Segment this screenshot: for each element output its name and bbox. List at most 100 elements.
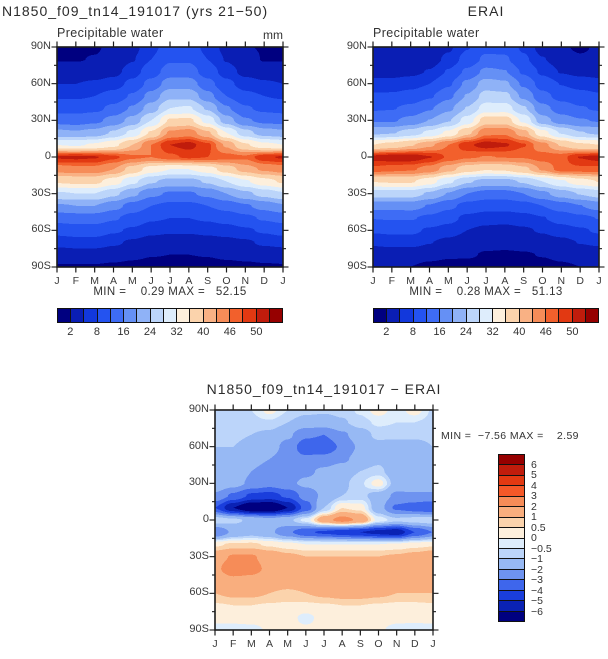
colorbar-tick-label: 8: [93, 326, 100, 338]
lat-axis-label: 60N: [188, 439, 209, 452]
colorbar-tick-label: 6: [531, 458, 537, 471]
erai-minmax-label: MIN = 0.28 MAX = 51.13: [409, 286, 563, 298]
month-axis-label: D: [260, 275, 268, 287]
difference-minmax-label: MIN = −7.56 MAX = 2.59: [441, 430, 579, 442]
colorbar-segment: [412, 308, 427, 323]
model-colorbar-labels: 2 8 16 24 32 40 46 50: [57, 326, 283, 340]
colorbar-segment: [202, 308, 217, 323]
colorbar-segment: [518, 308, 533, 323]
month-axis-label: F: [388, 275, 396, 287]
colorbar-tick-label: 32: [170, 326, 183, 338]
difference-field-image: [215, 410, 433, 630]
difference-colorbar: [498, 454, 525, 622]
month-axis-label: M: [443, 275, 453, 287]
lat-axis-label: 60N: [30, 76, 51, 89]
colorbar-tick-label: −6: [531, 605, 543, 618]
colorbar-tick-label: 46: [223, 326, 236, 338]
colorbar-tick-label: 16: [117, 326, 130, 338]
colorbar-segment: [149, 308, 164, 323]
colorbar-segment: [531, 308, 547, 323]
colorbar-tick-label: −2: [531, 563, 543, 576]
erai-colorbar-labels: 2 8 16 24 32 40 46 50: [373, 326, 599, 340]
lat-axis-label: 60S: [189, 586, 209, 599]
month-axis-label: N: [392, 638, 401, 650]
month-axis-label: A: [185, 275, 193, 287]
colorbar-tick-label: −1: [531, 553, 543, 565]
colorbar-segment: [123, 308, 138, 323]
month-axis-label: M: [127, 275, 137, 287]
colorbar-tick-label: −4: [531, 584, 543, 597]
model-minmax-label: MIN = 0.29 MAX = 52.15: [93, 286, 247, 298]
colorbar-segment: [83, 308, 98, 323]
month-axis-label: M: [90, 275, 100, 287]
colorbar-segment: [452, 308, 467, 323]
month-axis-label: S: [520, 275, 528, 287]
model-colorbar: [57, 308, 283, 323]
colorbar-segment: [268, 308, 283, 323]
erai-field-image: [373, 47, 599, 267]
colorbar-tick-label: 8: [409, 326, 416, 338]
month-axis-label: M: [406, 275, 416, 287]
colorbar-segment: [505, 308, 520, 323]
colorbar-segment: [215, 308, 231, 323]
erai-panel-subtitle: Precipitable water: [373, 26, 480, 40]
month-axis-label: N: [557, 275, 566, 287]
month-axis-label: O: [538, 275, 547, 287]
colorbar-tick-label: 40: [513, 326, 526, 338]
colorbar-tick-label: 4: [531, 479, 537, 492]
model-field-image: [57, 47, 283, 267]
month-axis-label: F: [229, 638, 237, 650]
lat-axis-label: 30S: [347, 186, 367, 199]
colorbar-segment: [162, 308, 178, 323]
lat-axis-label: 30N: [346, 113, 367, 126]
colorbar-tick-label: 16: [433, 326, 446, 338]
lat-axis-label: 0: [360, 150, 367, 162]
lat-axis-label: 30N: [188, 476, 209, 489]
month-axis-label: J: [483, 275, 489, 287]
lat-axis-label: 0: [202, 513, 209, 525]
colorbar-tick-label: 3: [531, 490, 537, 502]
colorbar-tick-label: 32: [486, 326, 499, 338]
colorbar-tick-label: 40: [197, 326, 210, 338]
colorbar-tick-label: −0.5: [531, 542, 552, 555]
lat-axis-label: 60S: [347, 223, 367, 236]
month-axis-label: F: [72, 275, 80, 287]
colorbar-tick-label: 0: [531, 532, 537, 544]
month-axis-label: J: [303, 638, 309, 650]
colorbar-segment: [558, 308, 573, 323]
lat-axis-label: 60N: [346, 76, 367, 89]
difference-contour-plot: 90N 60N 30N 0 30S 60S 90S J F M A M J J A S O N D J: [189, 403, 439, 650]
lat-axis-label: 90N: [30, 40, 51, 52]
colorbar-segment: [57, 308, 72, 323]
difference-panel-title: N1850_f09_tn14_191017 − ERAI: [206, 381, 442, 397]
erai-colorbar: [373, 308, 599, 323]
lat-axis-label: 0: [44, 150, 51, 162]
colorbar-tick-label: 1: [531, 511, 537, 523]
lat-axis-label: 90N: [346, 40, 367, 52]
colorbar-segment: [70, 308, 85, 323]
colorbar-segment: [373, 308, 388, 323]
model-contour-plot: 90N 60N 30N 0 30S 60S 90S J F M A M J J A S O N D J: [31, 40, 289, 287]
colorbar-tick-label: 50: [250, 326, 263, 338]
month-axis-label: S: [356, 638, 364, 650]
colorbar-segment: [439, 308, 454, 323]
colorbar-segment: [386, 308, 401, 323]
colorbar-segment: [584, 308, 599, 323]
colorbar-segment: [96, 308, 111, 323]
colorbar-tick-label: 5: [531, 469, 537, 481]
colorbar-segment: [478, 308, 494, 323]
axes-ticks: [367, 41, 605, 273]
colorbar-tick-label: −5: [531, 595, 543, 607]
colorbar-segment: [136, 308, 151, 323]
colorbar-segment: [465, 308, 480, 323]
month-axis-label: N: [241, 275, 250, 287]
axes-ticks: [209, 404, 439, 636]
colorbar-tick-label: 2: [67, 326, 74, 338]
month-axis-label: J: [148, 275, 154, 287]
month-axis-label: J: [596, 275, 602, 287]
month-axis-label: J: [464, 275, 470, 287]
colorbar-tick-label: 0.5: [531, 521, 546, 534]
lat-axis-label: 90N: [188, 403, 209, 415]
colorbar-segment: [425, 308, 441, 323]
colorbar-tick-label: 46: [539, 326, 552, 338]
